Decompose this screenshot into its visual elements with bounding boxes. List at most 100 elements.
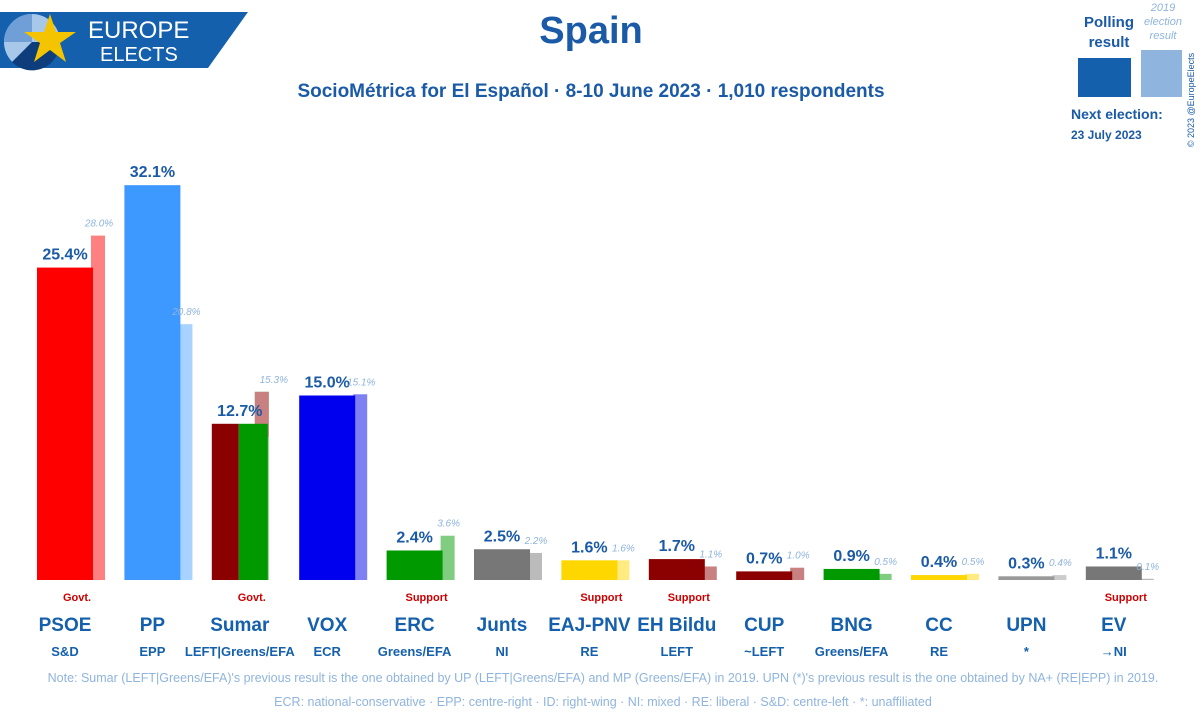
chart-title: Spain [539, 10, 642, 52]
party-group-upn: * [1024, 644, 1030, 659]
prev-label-sumar: 15.3% [260, 375, 288, 386]
poll-bar-sumar [238, 423, 268, 580]
bars-layer: 25.4% 28.0% Govt. PSOE S&D 32.1% 20.8% PP EPP 12.… [37, 164, 1159, 659]
poll-bar-vox [299, 395, 356, 580]
poll-label-cup: 0.7% [746, 550, 782, 567]
poll-bar-junts [474, 549, 530, 580]
poll-bar-part-sumar [211, 423, 239, 580]
party-group-pp: EPP [139, 644, 165, 659]
party-group-psoe: S&D [51, 644, 78, 659]
poll-bar-ev [1085, 566, 1142, 580]
prev-bar-ev [1139, 578, 1154, 580]
poll-bar-eh-bildu [648, 559, 705, 580]
poll-bar-pp [124, 185, 181, 581]
prev-bar-cc [965, 573, 979, 580]
party-group-vox: ECR [313, 644, 341, 659]
legend: Polling result 2019 election result Next… [1071, 2, 1196, 147]
legend-polling-line1: Polling [1084, 14, 1134, 31]
party-name-eaj-pnv: EAJ-PNV [548, 615, 631, 636]
party-name-junts: Junts [477, 615, 528, 636]
poll-bar-eaj-pnv [561, 560, 618, 580]
prev-label-psoe: 28.0% [84, 219, 113, 230]
prev-label-junts: 2.2% [524, 536, 548, 547]
prev-label-bng: 0.5% [874, 557, 897, 568]
party-name-cc: CC [925, 615, 953, 636]
poll-bar-upn [998, 576, 1055, 580]
legend-election-line2: election [1144, 16, 1182, 28]
party-name-sumar: Sumar [210, 615, 270, 636]
prev-label-cc: 0.5% [962, 557, 985, 568]
legend-polling-swatch [1078, 58, 1131, 97]
prev-bar-pp [178, 324, 193, 580]
poll-bar-erc [386, 550, 443, 580]
party-group-bng: Greens/EFA [815, 644, 889, 659]
poll-label-sumar: 12.7% [217, 403, 262, 420]
poll-label-ev: 1.1% [1096, 545, 1132, 562]
chart-note: Note: Sumar (LEFT|Greens/EFA)'s previous… [48, 671, 1159, 685]
status-label-psoe: Govt. [63, 592, 91, 604]
prev-bar-psoe [91, 235, 105, 580]
poll-bar-bng [823, 568, 880, 580]
logo-line2: ELECTS [100, 44, 178, 66]
party-name-upn: UPN [1006, 615, 1046, 636]
party-name-vox: VOX [307, 615, 347, 636]
poll-label-psoe: 25.4% [42, 247, 87, 264]
prev-label-upn: 0.4% [1049, 558, 1072, 569]
poll-label-eaj-pnv: 1.6% [571, 539, 607, 556]
prev-bar-vox [353, 394, 368, 580]
poll-label-eh-bildu: 1.7% [659, 538, 695, 555]
prev-bar-upn [1052, 575, 1067, 580]
party-group-sumar: LEFT|Greens/EFA [185, 644, 295, 659]
prev-bar-erc [440, 535, 455, 580]
prev-bar-bng [877, 573, 892, 580]
next-election-label: Next election: [1071, 106, 1163, 122]
status-label-erc: Support [406, 592, 448, 604]
party-group-cup: ~LEFT [744, 644, 784, 659]
poll-label-cc: 0.4% [921, 554, 957, 571]
prev-bar-cup [790, 567, 805, 580]
copyright: © 2023 @EuropeElects [1186, 52, 1196, 147]
chart-subtitle: SocioMétrica for El Español · 8-10 June … [297, 81, 884, 102]
party-name-bng: BNG [830, 615, 872, 636]
poll-label-junts: 2.5% [484, 528, 520, 545]
star-icon [24, 14, 76, 62]
prev-bar-eh-bildu [702, 566, 717, 580]
legend-election-line1: 2019 [1150, 2, 1175, 14]
poll-label-vox: 15.0% [305, 375, 350, 392]
status-label-ev: Support [1105, 592, 1147, 604]
europe-elects-logo: EUROPE ELECTS [0, 12, 248, 71]
poll-label-bng: 0.9% [833, 548, 869, 565]
next-election-date: 23 July 2023 [1071, 128, 1142, 142]
logo-line1: EUROPE [88, 17, 189, 44]
prev-label-ev: 0.1% [1136, 562, 1159, 573]
prev-label-pp: 20.8% [171, 307, 200, 318]
party-group-erc: Greens/EFA [378, 644, 452, 659]
party-name-pp: PP [140, 615, 166, 636]
party-group-ev: →NI [1101, 644, 1127, 659]
prev-label-eh-bildu: 1.1% [699, 549, 722, 560]
legend-polling-line2: result [1089, 34, 1130, 51]
party-group-eh-bildu: LEFT [661, 644, 694, 659]
legend-election-swatch [1141, 50, 1182, 97]
status-label-sumar: Govt. [238, 592, 266, 604]
poll-label-upn: 0.3% [1008, 555, 1044, 572]
prev-label-vox: 15.1% [347, 377, 375, 388]
party-name-eh-bildu: EH Bildu [637, 615, 716, 636]
prev-bar-eaj-pnv [615, 560, 630, 580]
poll-bar-cc [911, 575, 967, 580]
prev-label-cup: 1.0% [787, 551, 810, 562]
party-name-psoe: PSOE [39, 615, 92, 636]
prev-label-erc: 3.6% [437, 519, 460, 530]
party-name-cup: CUP [744, 615, 784, 636]
poll-bar-cup [736, 571, 793, 580]
party-group-cc: RE [930, 644, 948, 659]
poll-label-erc: 2.4% [396, 529, 432, 546]
prev-bar-junts [528, 552, 542, 580]
status-label-eh-bildu: Support [668, 592, 710, 604]
status-label-eaj-pnv: Support [580, 592, 622, 604]
poll-bar-psoe [37, 267, 93, 580]
party-name-erc: ERC [395, 615, 435, 636]
party-name-ev: EV [1101, 615, 1127, 636]
party-group-eaj-pnv: RE [580, 644, 598, 659]
